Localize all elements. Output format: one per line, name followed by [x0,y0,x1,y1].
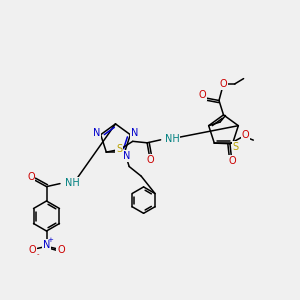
Text: NH: NH [64,178,79,188]
Text: N: N [123,151,131,161]
Text: O: O [28,245,36,255]
Text: O: O [242,130,249,140]
Text: N: N [43,239,50,250]
Text: O: O [27,172,35,182]
Text: O: O [228,156,236,166]
Text: S: S [232,142,239,152]
Text: O: O [199,90,207,100]
Text: +: + [48,237,54,243]
Text: O: O [219,79,227,89]
Text: N: N [131,128,138,138]
Text: -: - [36,251,39,257]
Text: NH: NH [165,134,180,144]
Text: N: N [93,128,100,138]
Text: O: O [57,245,65,255]
Text: O: O [146,155,154,165]
Text: S: S [116,144,122,154]
